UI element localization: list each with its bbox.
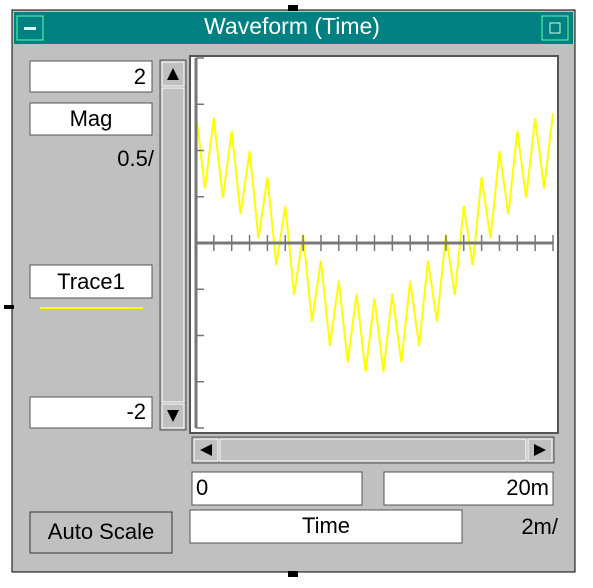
auto-scale-label: Auto Scale: [48, 519, 154, 544]
handle: [288, 5, 298, 11]
y-min-value: -2: [126, 399, 146, 424]
scroll-thumb[interactable]: [161, 87, 185, 403]
trace-field[interactable]: [29, 264, 153, 299]
scroll-thumb[interactable]: [219, 438, 527, 462]
minimize-icon: [549, 22, 561, 34]
x-min-value: 0: [196, 475, 208, 500]
title-bar: [14, 12, 573, 44]
arrow-right: [534, 444, 546, 456]
handle: [4, 305, 14, 309]
x-name: Time: [302, 513, 350, 538]
handle: [288, 571, 298, 577]
y-min-field[interactable]: [29, 396, 153, 429]
minimize-button[interactable]: [541, 15, 569, 41]
plot: [194, 57, 554, 429]
arrow-up: [167, 68, 179, 80]
y-name-field[interactable]: [29, 102, 153, 136]
menu-icon: [24, 27, 36, 30]
window-title: Waveform (Time): [204, 13, 380, 39]
y-max-field[interactable]: [29, 60, 153, 93]
x-name-field[interactable]: [189, 509, 463, 544]
y-max-value: 2: [134, 64, 146, 89]
arrow-down: [167, 410, 179, 422]
y-per-div: 0.5/: [117, 146, 155, 171]
trace: [195, 113, 554, 372]
x-max-value: 20m: [506, 475, 549, 500]
auto-scale-button[interactable]: [29, 511, 173, 554]
legend-label: Trace1: [57, 269, 125, 294]
y-name: Mag: [70, 106, 113, 131]
x-per-div: 2m/: [521, 514, 559, 539]
x-min-field[interactable]: [191, 471, 363, 506]
x-max-field[interactable]: [383, 471, 554, 506]
arrow-left: [200, 444, 212, 456]
